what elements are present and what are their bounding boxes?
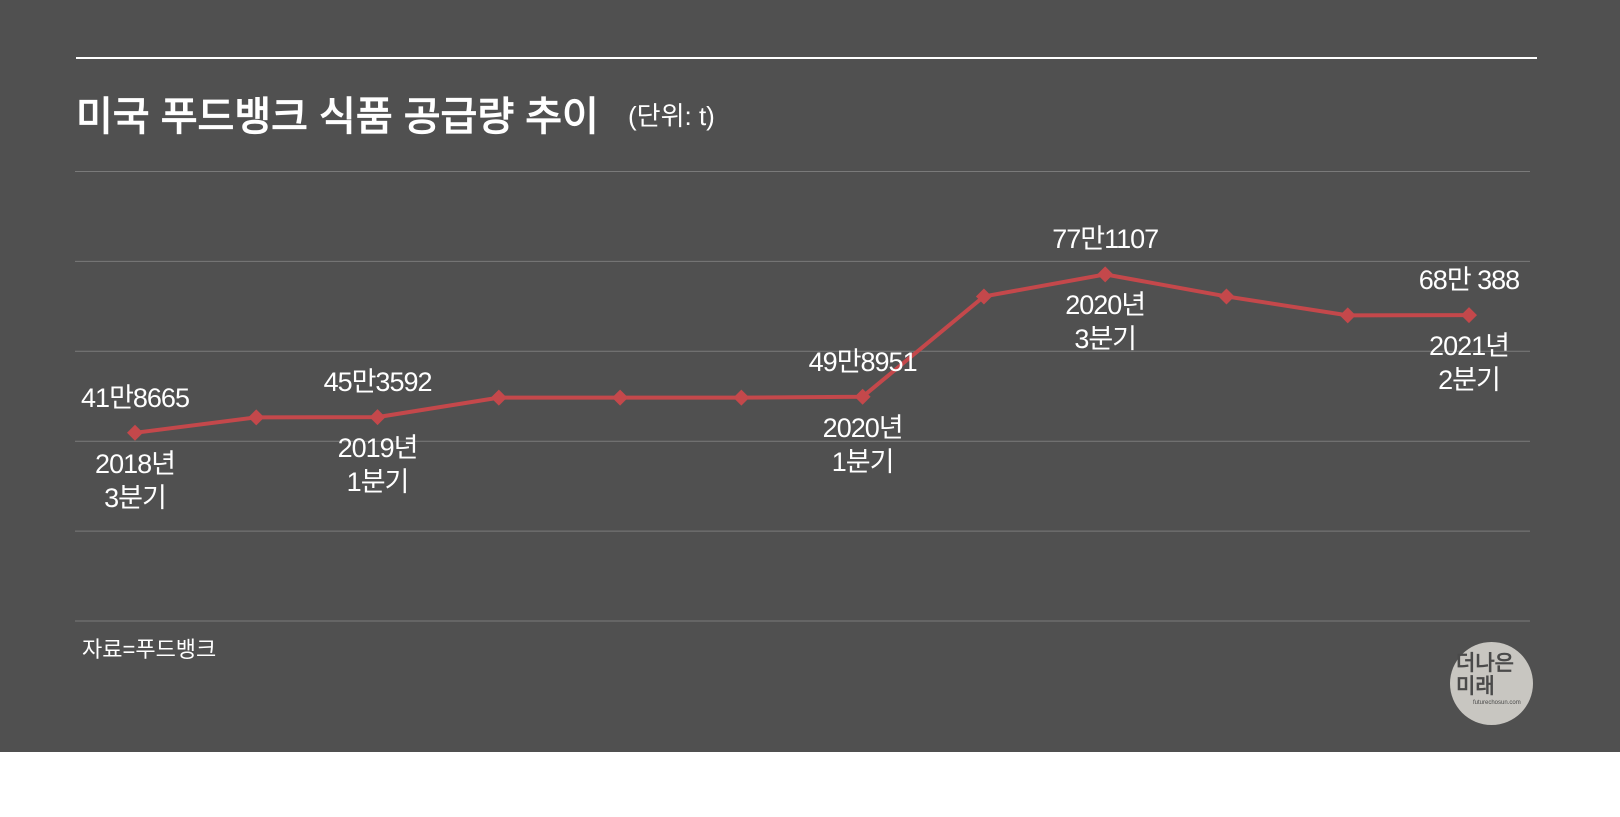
marker: [733, 389, 750, 406]
data-label: 77만1107: [1052, 224, 1159, 255]
line: [134, 272, 1470, 435]
chart-subtitle: (단위: t): [628, 101, 715, 131]
x-tick-label: 2019년 1분기: [337, 433, 419, 498]
background: [0, 0, 1620, 752]
logo-url: futurechosun.com: [1473, 700, 1521, 706]
marker: [248, 409, 265, 426]
chart: [75, 57, 1537, 622]
marker: [854, 388, 871, 405]
marker: [612, 389, 629, 406]
x-tick-label: 2018년 3분기: [95, 448, 176, 513]
marker: [127, 424, 143, 441]
marker: [1461, 307, 1477, 324]
marker: [1097, 266, 1114, 283]
chart-title: 미국 푸드뱅크 식품 공급량 추이: [76, 95, 599, 139]
data-label: 45만3592: [323, 367, 433, 398]
x-tick-label: 2020년 3분기: [1065, 290, 1146, 355]
source: 자료=푸드뱅크: [82, 637, 217, 662]
x-tick-label: 2021년 2분기: [1429, 331, 1510, 396]
x-tick-label: 2020년 1분기: [822, 412, 904, 477]
data-label: 68만 388: [1418, 265, 1520, 296]
marker: [490, 389, 507, 406]
logo-name: 더나은 미래: [1456, 652, 1514, 698]
marker: [1339, 307, 1356, 324]
marker: [1218, 288, 1235, 305]
marker: [369, 409, 386, 426]
marker: [975, 288, 992, 305]
data-label: 41만8665: [81, 382, 190, 413]
data-label: 49만8951: [808, 346, 918, 377]
logo: 더나은 미래 futurechosun.com: [1450, 642, 1533, 725]
